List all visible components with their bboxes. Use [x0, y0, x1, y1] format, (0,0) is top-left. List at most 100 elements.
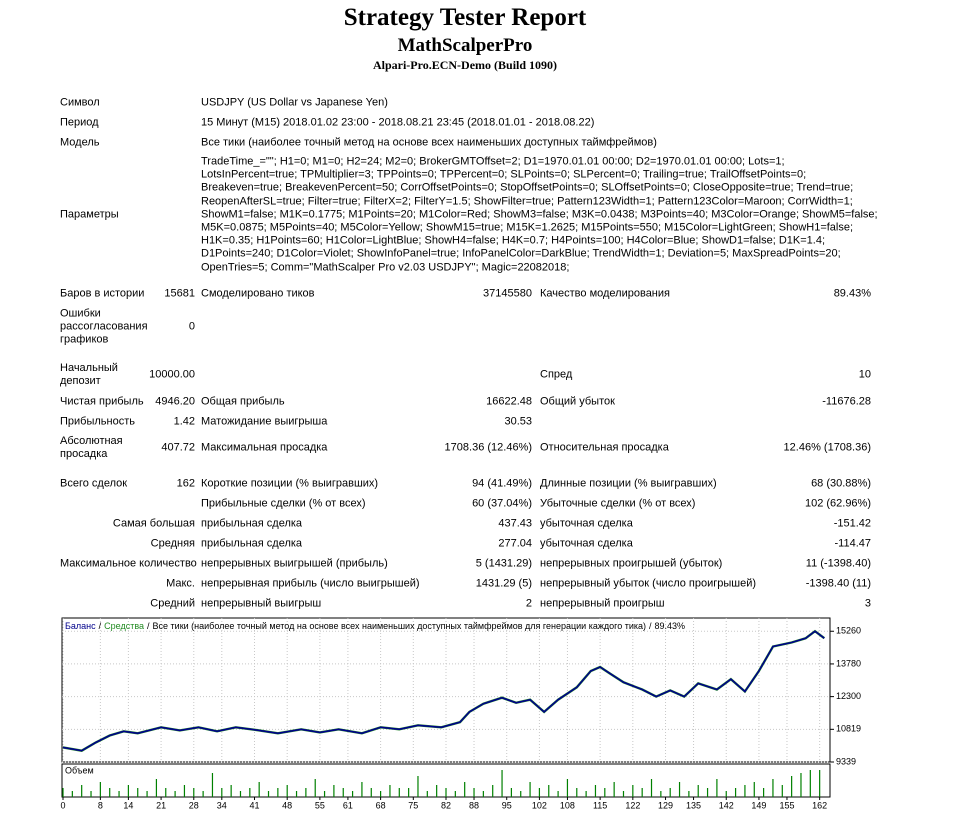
volume-bar [361, 782, 363, 797]
legend-entry: Баланс [65, 621, 96, 631]
row-label: Убыточные сделки (% от всех) [540, 497, 696, 510]
y-tick-label: 9339 [836, 756, 856, 766]
volume-bar [174, 791, 176, 797]
volume-bar [650, 779, 653, 797]
x-tick-label: 149 [751, 800, 766, 810]
volume-bar [333, 785, 335, 797]
row-label: Прибыльные сделки (% от всех) [201, 497, 366, 510]
x-tick-label: 102 [532, 800, 547, 810]
volume-bar [211, 773, 214, 797]
row-label: Чистая прибыль [60, 395, 144, 408]
parameter-line: M5K=0.0875; M5Points=40; M5Color=Yellow;… [201, 221, 854, 234]
x-tick-label: 82 [441, 800, 451, 810]
row-label: Общая прибыль [201, 395, 285, 408]
parameter-line: LotsInPercent=true; TPMultiplier=3; TPPo… [201, 168, 807, 181]
volume-bar [286, 785, 288, 797]
volume-bar [800, 773, 802, 797]
volume-bar [81, 785, 83, 797]
row-value: 0 [188, 320, 195, 333]
x-tick-label: 88 [469, 800, 479, 810]
row-value: Макс. [166, 577, 195, 590]
row-value: 3 [864, 597, 871, 610]
row-label: Модель [60, 136, 100, 149]
separator: / [649, 621, 652, 631]
volume-bar [193, 788, 195, 797]
row-value: 68 (30.88%) [811, 477, 871, 490]
row-value: 277.04 [498, 537, 532, 550]
volume-bar [202, 791, 204, 797]
volume-bar [548, 785, 550, 797]
parameter-line: OpenTries=5; Comm="MathScalper Pro v2.03… [201, 261, 570, 274]
row-value: -1398.40 (11) [805, 577, 871, 590]
x-tick-label: 108 [560, 800, 575, 810]
row-value: -114.47 [834, 537, 872, 550]
volume-bar [604, 788, 606, 797]
volume-bar [165, 788, 167, 797]
x-tick-label: 68 [376, 800, 386, 810]
row-label: Матожидание выигрыша [201, 415, 328, 428]
volume-bar [239, 791, 242, 797]
y-tick-label: 13780 [836, 658, 861, 668]
row-value: 102 (62.96%) [804, 497, 871, 510]
x-tick-label: 0 [60, 800, 65, 810]
volume-bar [426, 791, 428, 797]
volume-bar [137, 788, 139, 797]
volume-bar [492, 785, 494, 797]
parameter-line: H1K=0.35; H1Points=60; H1Color=LightBlue… [201, 234, 826, 247]
row-value: 12.46% (1708.36) [783, 441, 871, 454]
volume-bar [380, 791, 382, 797]
volume-bar [641, 788, 643, 797]
volume-bar [660, 791, 662, 797]
x-tick-label: 142 [719, 800, 734, 810]
legend-entry: Средства [104, 621, 144, 631]
volume-bar [118, 791, 120, 797]
row-label: Начальный депозит [60, 362, 118, 387]
row-value: 1708.36 (12.46%) [444, 441, 532, 454]
volume-bar [249, 788, 251, 797]
row-label: прибыльная сделка [201, 537, 303, 550]
volume-bar [688, 791, 690, 797]
volume-bar [716, 779, 718, 797]
y-tick-label: 15260 [836, 626, 861, 636]
row-label: Всего сделок [60, 477, 128, 490]
row-label: непрерывных выигрышей (прибыль) [201, 557, 388, 570]
row-text: 15 Минут (M15) 2018.01.02 23:00 - 2018.0… [201, 116, 595, 129]
row-label: Период [60, 116, 99, 129]
row-label: непрерывный выигрыш [201, 597, 322, 610]
volume-bar [417, 776, 419, 797]
parameter-block: TradeTime_=""; H1=0; M1=0; H2=24; M2=0; … [201, 156, 878, 275]
modelling-quality: 89.43% [655, 621, 686, 631]
volume-bar [529, 782, 531, 797]
volume-bar [62, 788, 64, 797]
volume-bar [473, 788, 475, 797]
row-label: Ошибки рассогласования графиков [60, 307, 148, 346]
volume-bar [258, 782, 260, 797]
x-tick-label: 61 [343, 800, 353, 810]
row-label: убыточная сделка [540, 537, 633, 550]
row-label: Баров в истории [60, 287, 145, 300]
x-tick-label: 14 [123, 800, 133, 810]
row-value: 11 (-1398.40) [805, 557, 871, 570]
volume-bar [155, 779, 158, 797]
volume-bar [71, 791, 73, 797]
y-tick-label: 12300 [836, 691, 861, 701]
row-value: 15681 [164, 287, 195, 300]
row-label: Длинные позиции (% выигравших) [540, 477, 717, 490]
parameter-line: TradeTime_=""; H1=0; M1=0; H2=24; M2=0; … [201, 155, 785, 168]
row-label: непрерывная прибыль (число выигрышей) [201, 577, 420, 590]
row-value: -11676.28 [822, 395, 871, 408]
row-label: Качество моделирования [540, 287, 670, 300]
row-label: непрерывный убыток (число проигрышей) [540, 577, 757, 590]
row-label: Общий убыток [540, 395, 615, 408]
volume-bar [90, 791, 92, 797]
volume-bar [566, 779, 569, 797]
x-tick-label: 28 [189, 800, 199, 810]
x-tick-label: 162 [812, 800, 827, 810]
volume-bar [669, 788, 671, 797]
parameter-line: ReopenAfterSL=true; Filter=true; FilterX… [201, 195, 853, 208]
volume-bar [819, 770, 821, 797]
row-value: 5 (1431.29) [475, 557, 532, 570]
volume-bar [445, 788, 447, 797]
